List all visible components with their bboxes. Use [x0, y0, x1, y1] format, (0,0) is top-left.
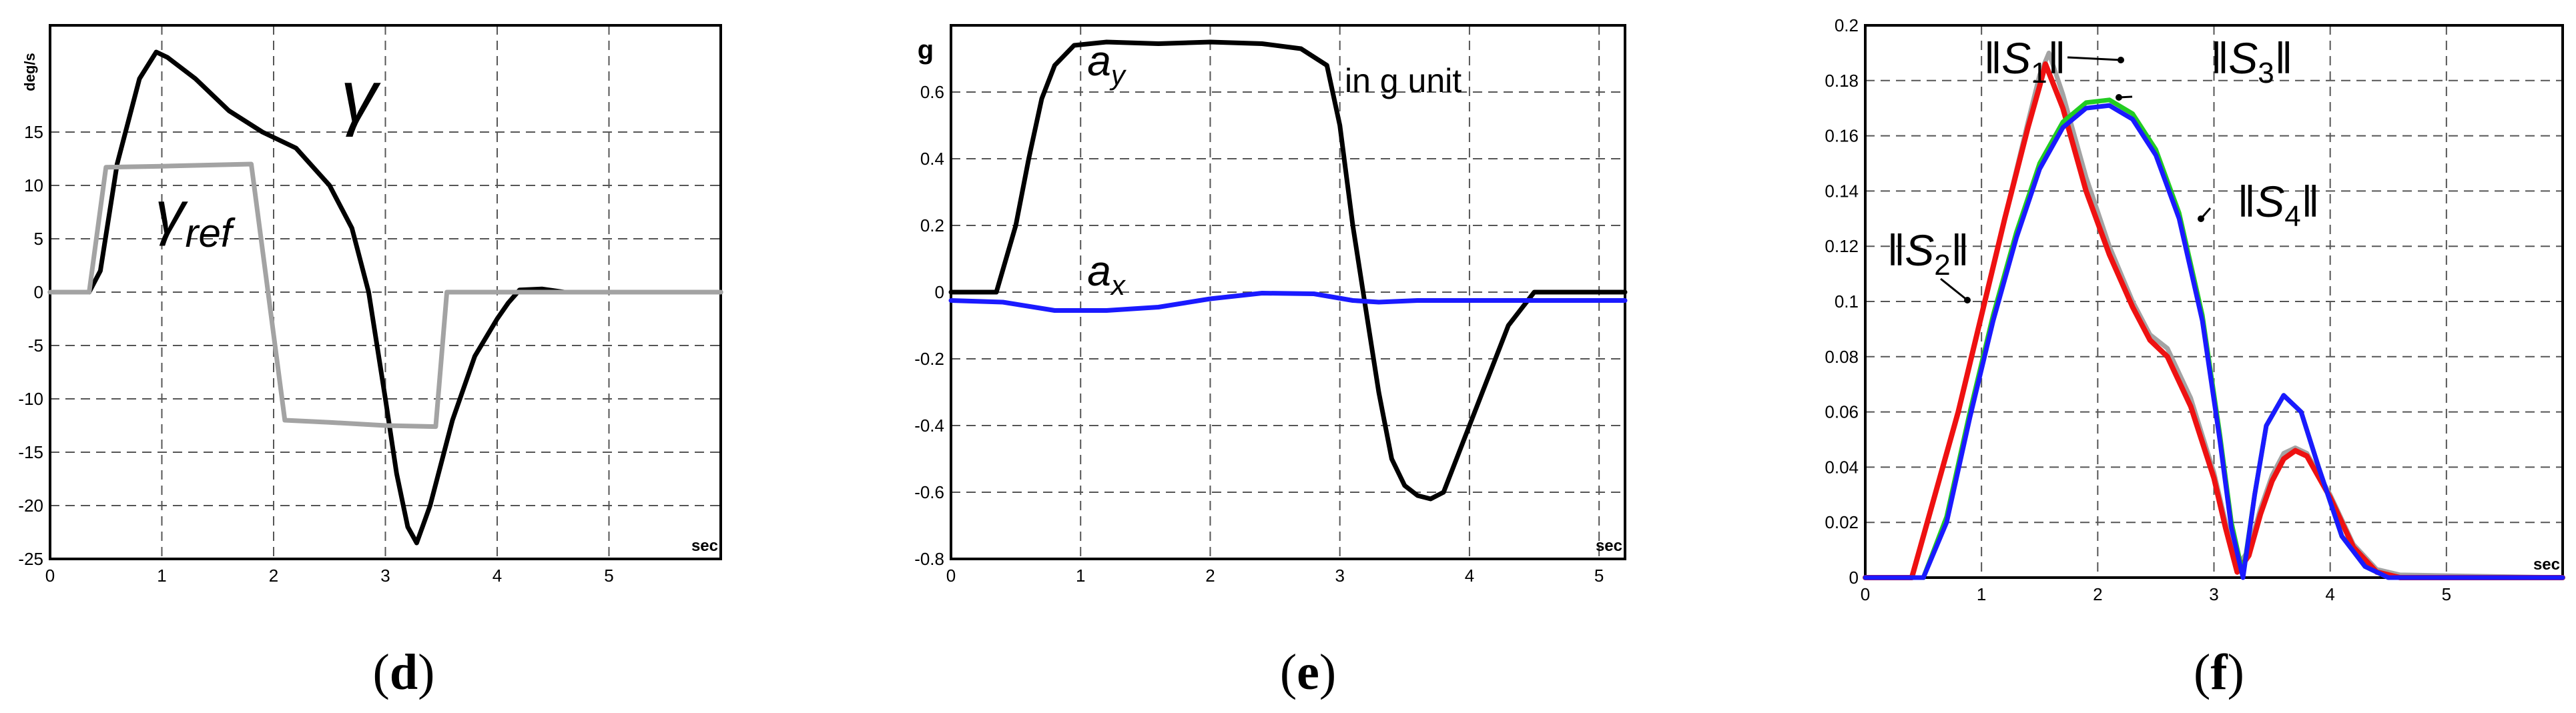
y-tick-label: 0.4 [920, 149, 944, 169]
annotation-arrow-head [2118, 57, 2124, 63]
series-line-γ [47, 49, 723, 546]
y-tick-label: 0.18 [1825, 71, 1859, 91]
annotation-ay: ay [1087, 37, 1127, 91]
annotation-arrow-head [2198, 215, 2204, 222]
y-tick-label: 10 [24, 175, 43, 195]
panel-label-d: (d) [372, 644, 435, 700]
x-tick-label: 3 [380, 566, 390, 586]
annotation-ax-sub: x [1110, 269, 1126, 301]
x-tick-label: 5 [2442, 584, 2451, 604]
y-tick-label: 0 [935, 282, 944, 302]
y-tick-label: 0.14 [1825, 181, 1859, 201]
plot-frame [1864, 24, 2564, 579]
y-tick-label: -0.6 [914, 482, 944, 502]
x-tick-label: 4 [2325, 584, 2334, 604]
y-tick-label: 0.04 [1825, 457, 1859, 477]
annotation-arrow [2067, 56, 2122, 61]
x-tick-label: 2 [2093, 584, 2102, 604]
y-tick-label: 15 [24, 122, 43, 142]
annotation-gamma: γ [341, 55, 382, 137]
x-tick-label: 1 [1977, 584, 1986, 604]
annotation-gamma-ref-sub: ref [186, 211, 236, 255]
series-line-S2 [1863, 61, 2565, 580]
y-tick-label: 0.06 [1825, 402, 1859, 422]
x-tick-label: 4 [1465, 566, 1474, 586]
annotation-norm-S1: ‖S1‖ [1983, 33, 2065, 89]
panel-label-f: (f) [2194, 644, 2244, 700]
x-tick-label: 0 [946, 566, 956, 586]
y-tick-label: 0.12 [1825, 236, 1859, 256]
annotation-norm-S1-close: ‖ [2047, 33, 2065, 83]
x-tick-label: 1 [157, 566, 166, 586]
chart-panel-1: 0 1 2 3 4 5 -0.8 -0.6 -0.4 -0.2 0 0.2 0.4 0.6 sec g in g… [914, 24, 1628, 586]
annotation-arrow [1940, 277, 1968, 301]
y-tick-label: 0 [34, 282, 43, 302]
x-tick-label: 3 [2209, 584, 2218, 604]
y-tick-label: -0.2 [914, 349, 944, 369]
x-tick-label: 2 [1205, 566, 1215, 586]
annotation-norm-S4: ‖S4‖ [2237, 177, 2319, 233]
y-tick-label: 0.08 [1825, 347, 1859, 367]
y-tick-label: -0.4 [914, 416, 944, 436]
x-unit-label: sec [691, 537, 718, 555]
y-tick-label: -15 [18, 442, 43, 462]
y-axis-label: g [918, 35, 934, 65]
annotation-norm-S4-sub: 4 [2284, 200, 2300, 233]
annotation-norm-S2: ‖S2‖ [1887, 225, 1969, 281]
series-line-ax [948, 291, 1628, 313]
annotation-norm-S1-sub: 1 [2031, 57, 2047, 89]
x-tick-label: 4 [493, 566, 502, 586]
y-tick-label: -25 [18, 549, 43, 569]
series-line-S4 [1863, 103, 2565, 580]
x-tick-label: 1 [1076, 566, 1085, 586]
y-tick-label: -10 [18, 389, 43, 409]
y-tick-label: -0.8 [914, 549, 944, 569]
annotation-norm-S3: ‖S3‖ [2210, 33, 2292, 89]
panel-label-e: (e) [1279, 644, 1337, 700]
y-tick-label: 0.1 [1835, 291, 1859, 311]
series-line-ay [948, 39, 1628, 502]
x-tick-label: 2 [269, 566, 278, 586]
y-tick-label: -20 [18, 496, 43, 516]
y-tick-label: 0.6 [920, 82, 944, 102]
x-tick-label: 5 [604, 566, 613, 586]
y-axis-label: deg/s [21, 53, 38, 91]
y-tick-label: 0.16 [1825, 126, 1859, 146]
annotation-arrow-head [1964, 297, 1971, 303]
y-tick-label: 0.2 [920, 215, 944, 235]
x-tick-label: 3 [1335, 566, 1344, 586]
y-tick-label: 0.2 [1835, 15, 1859, 35]
chart-panel-2: 0 1 2 3 4 5 0 0.02 0.04 0.06 0.08 0.1 0.12 0.14 0.16 0.… [1825, 15, 2565, 604]
x-tick-label: 0 [1861, 584, 1870, 604]
unit-annotation: in g unit [1345, 62, 1462, 99]
annotation-ay-sub: y [1109, 59, 1127, 91]
annotation-norm-S4-close: ‖ [2301, 177, 2319, 226]
x-unit-label: sec [2533, 556, 2560, 574]
annotation-norm-S2-sub: 2 [1934, 249, 1950, 281]
x-tick-label: 0 [45, 566, 55, 586]
annotation-norm-S3-sub: 3 [2258, 57, 2274, 89]
series-line-γref [47, 161, 723, 430]
x-tick-label: 5 [1594, 566, 1604, 586]
x-unit-label: sec [1596, 537, 1622, 555]
annotation-norm-S3-close: ‖ [2274, 33, 2292, 83]
y-tick-label: 5 [34, 229, 43, 249]
y-tick-label: 0.02 [1825, 512, 1859, 532]
y-tick-label: 0 [1849, 568, 1859, 588]
y-tick-label: -5 [28, 335, 43, 355]
annotation-arrow-head [2116, 94, 2122, 101]
annotation-norm-S2-close: ‖ [1951, 225, 1969, 275]
